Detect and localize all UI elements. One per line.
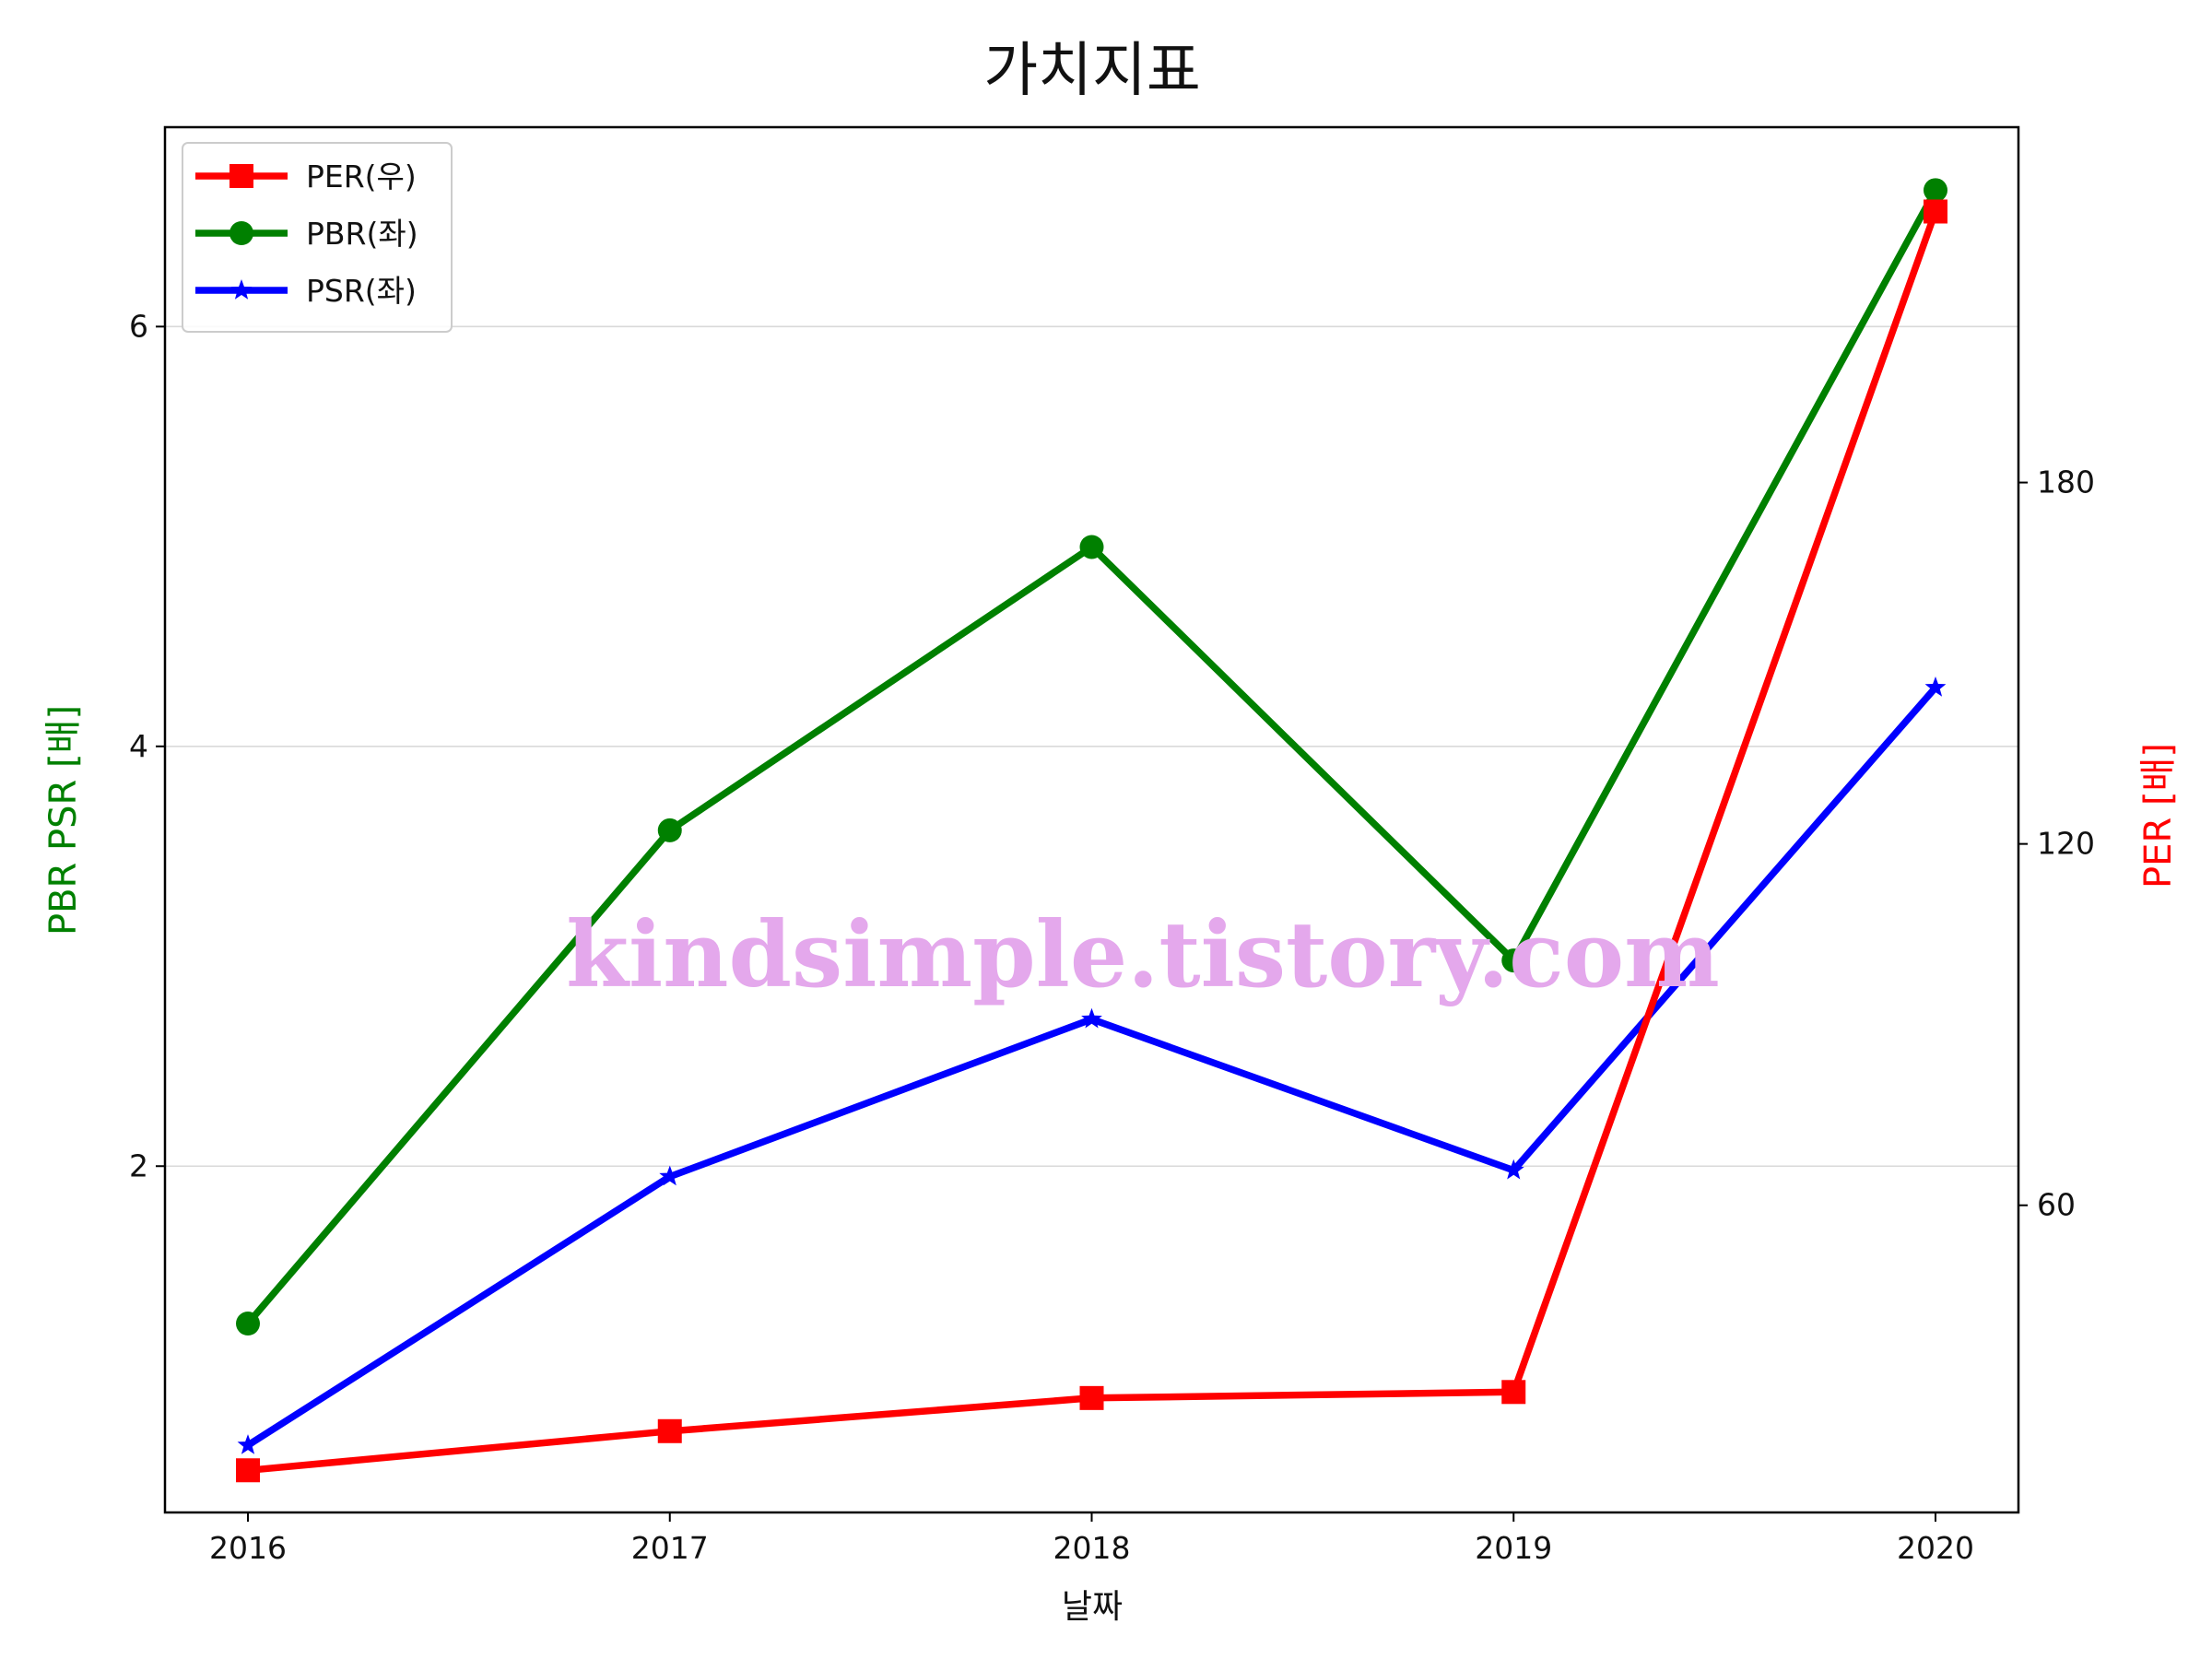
legend-marker-pbr xyxy=(229,221,253,245)
legend-label-pbr: PBR(좌) xyxy=(306,216,418,252)
left-tick-label: 6 xyxy=(129,308,148,344)
pbr-point xyxy=(657,818,682,842)
legend-label-psr: PSR(좌) xyxy=(306,273,417,309)
x-tick-label: 2017 xyxy=(631,1530,709,1566)
x-tick-label: 2020 xyxy=(1897,1530,1974,1566)
per-point xyxy=(1924,199,1947,224)
legend: PER(우) PBR(좌) PSR(좌) xyxy=(182,142,453,333)
right-axis-ticks: 60 120 180 xyxy=(2018,465,2095,1223)
series-psr xyxy=(237,677,1947,1454)
grid-lines xyxy=(165,325,2018,1168)
x-tick-label: 2019 xyxy=(1475,1530,1552,1566)
per-point xyxy=(1079,1385,1104,1410)
left-tick-label: 4 xyxy=(129,728,148,764)
per-point xyxy=(1501,1380,1526,1405)
psr-point xyxy=(1081,1007,1102,1029)
per-point xyxy=(236,1458,260,1483)
legend-box xyxy=(182,142,453,333)
x-tick-label: 2018 xyxy=(1053,1530,1131,1566)
legend-label-per: PER(우) xyxy=(306,159,417,194)
plot-frame xyxy=(163,125,2020,1514)
x-axis-title: 날짜 xyxy=(1062,1588,1123,1626)
right-tick-label: 60 xyxy=(2037,1187,2076,1223)
psr-line xyxy=(244,684,1939,1449)
series-pbr xyxy=(236,178,1947,1336)
pbr-point xyxy=(1501,948,1526,973)
right-tick-label: 120 xyxy=(2037,826,2095,862)
series-per xyxy=(236,199,1947,1483)
left-axis-title: PBR PSR [배] xyxy=(42,705,85,935)
right-tick-label: 180 xyxy=(2037,465,2095,500)
watermark-text: kindsimple.tistory.com xyxy=(566,902,1720,1008)
psr-point xyxy=(1924,677,1947,697)
right-axis-title: PER [배] xyxy=(2137,743,2180,888)
per-point xyxy=(657,1418,682,1443)
x-axis-ticks: 2016 2017 2018 2019 2020 xyxy=(209,1512,1974,1566)
chart-title: 가치지표 xyxy=(983,37,1201,105)
psr-point xyxy=(659,1165,681,1186)
x-tick-label: 2016 xyxy=(209,1530,287,1566)
pbr-point xyxy=(1924,178,1947,203)
pbr-point xyxy=(1079,535,1104,559)
left-axis-ticks: 2 4 6 xyxy=(129,308,165,1183)
series-layer xyxy=(236,178,1947,1483)
legend-marker-per xyxy=(229,164,253,188)
legend-marker-psr xyxy=(230,279,253,300)
left-tick-label: 2 xyxy=(129,1147,148,1183)
pbr-point xyxy=(236,1312,260,1336)
pbr-line xyxy=(244,186,1939,1327)
psr-point xyxy=(1502,1159,1524,1180)
psr-point xyxy=(237,1434,259,1454)
